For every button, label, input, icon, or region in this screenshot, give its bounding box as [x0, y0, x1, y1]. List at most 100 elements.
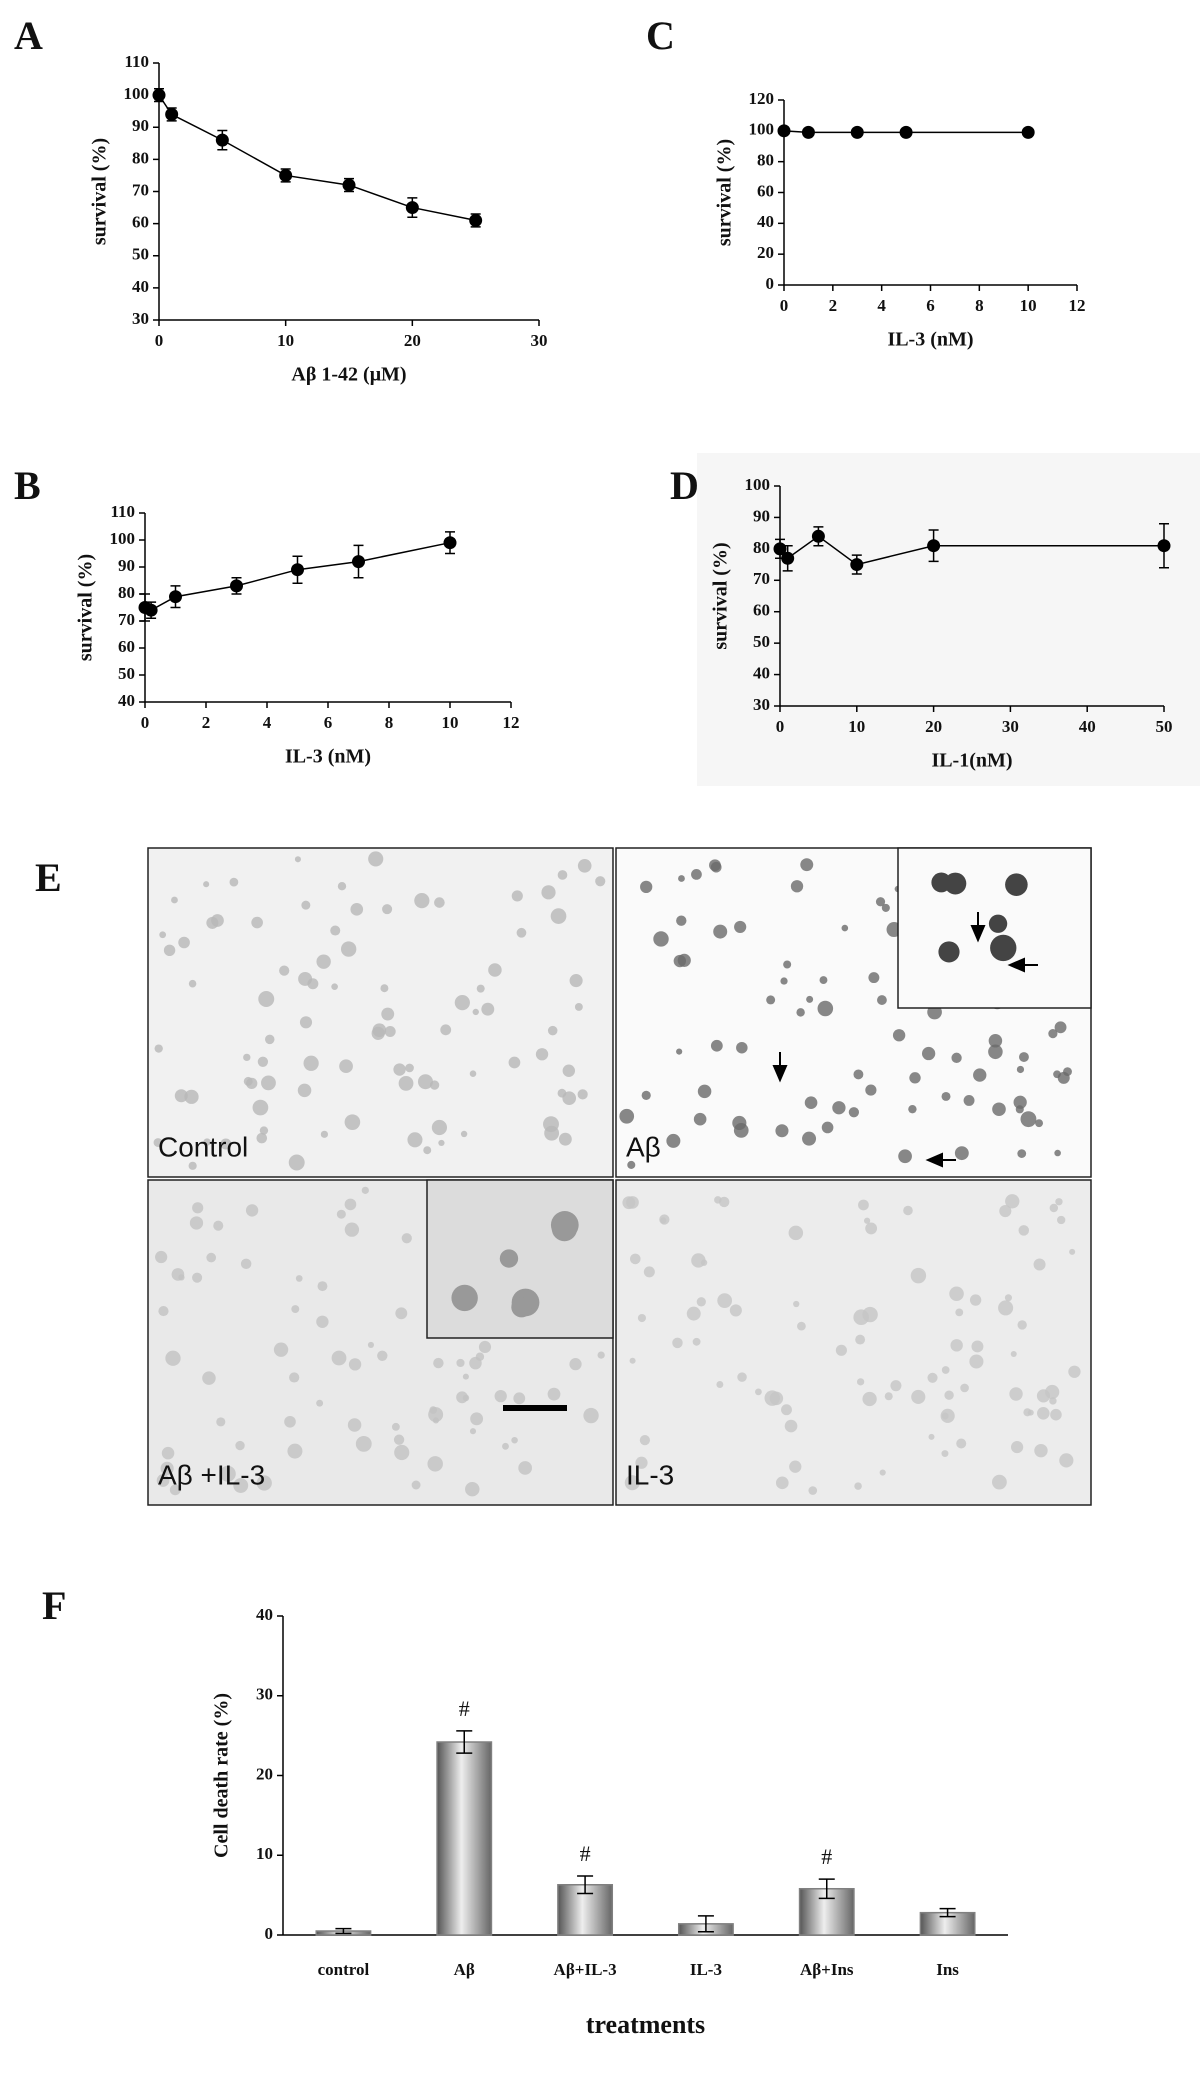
cell [1011, 1440, 1024, 1454]
cell [256, 1475, 272, 1491]
x-tick-label: control [318, 1960, 370, 1979]
data-point [469, 213, 483, 227]
data-point [230, 579, 243, 593]
cell [775, 1124, 789, 1138]
cell [394, 1444, 410, 1461]
cell [393, 1434, 405, 1445]
cell [875, 897, 886, 907]
cell [557, 870, 568, 880]
y-tick-label: 90 [132, 116, 149, 135]
x-tick-label: Ins [936, 1960, 959, 1979]
cell [691, 1253, 706, 1268]
cell [499, 1249, 519, 1268]
cell [384, 1025, 396, 1038]
y-tick-label: 80 [132, 148, 149, 167]
y-tick-label: 110 [110, 502, 135, 521]
cell [398, 1075, 414, 1091]
cell [800, 858, 814, 872]
x-tick-label: 8 [975, 296, 984, 315]
cell [892, 1029, 906, 1042]
cell [1035, 1119, 1044, 1128]
y-axis-label: survival (%) [75, 554, 97, 661]
cell [454, 994, 470, 1011]
cell [476, 984, 485, 993]
cell [478, 1340, 492, 1354]
cell [256, 1132, 268, 1144]
cell [1013, 1095, 1027, 1109]
cell [438, 1139, 445, 1147]
cell [377, 1350, 388, 1361]
cell [188, 1161, 197, 1170]
cell [595, 876, 606, 887]
cell [382, 904, 393, 915]
cell [414, 892, 430, 909]
cell [637, 1313, 646, 1323]
cell [171, 896, 178, 904]
y-tick-label: 100 [124, 84, 150, 103]
y-tick-label: 80 [757, 151, 774, 170]
x-tick-label: 12 [1069, 296, 1086, 315]
cell [775, 1476, 789, 1490]
cell [337, 882, 347, 891]
data-point [215, 133, 229, 147]
cell [1005, 873, 1028, 896]
cell [1019, 1052, 1029, 1062]
y-axis-label: Cell death rate (%) [211, 1693, 233, 1858]
data-point [777, 124, 791, 138]
cell [213, 1220, 224, 1231]
cell [848, 1107, 860, 1118]
cell [574, 1003, 583, 1011]
cell [709, 859, 721, 872]
cell [245, 1204, 259, 1217]
cell [797, 1321, 806, 1331]
y-tick-label: 100 [110, 529, 136, 548]
cell [252, 1099, 269, 1116]
cell [1016, 1065, 1025, 1074]
y-tick-label: 70 [753, 569, 770, 588]
cell [511, 1436, 518, 1444]
cell [884, 1392, 893, 1401]
cell [488, 963, 502, 977]
cell [340, 941, 357, 957]
panel-letter: C [646, 13, 675, 58]
cell [629, 1357, 636, 1364]
x-tick-label: 20 [404, 331, 421, 350]
data-point [152, 88, 166, 102]
cell [547, 1387, 561, 1401]
cell [865, 1222, 878, 1235]
cell [998, 1300, 1014, 1316]
cell [407, 1132, 423, 1148]
cell [729, 1304, 742, 1317]
cell [802, 1131, 817, 1146]
cell [950, 1339, 963, 1352]
cell [754, 1388, 762, 1396]
cell [641, 1090, 651, 1100]
cell [336, 1209, 346, 1219]
cell [890, 1380, 902, 1392]
cell [790, 880, 804, 893]
cell [541, 885, 556, 900]
cell [433, 1357, 444, 1369]
cell [969, 1294, 982, 1306]
cell [941, 1091, 951, 1101]
x-tick-label: 12 [503, 713, 520, 732]
cell [220, 1138, 232, 1150]
cell [381, 1007, 395, 1021]
cell [203, 881, 210, 888]
cell [577, 1089, 588, 1100]
cell [202, 1371, 216, 1385]
cell [1057, 1215, 1066, 1225]
significance-mark: # [821, 1844, 832, 1869]
y-tick-label: 20 [757, 243, 774, 262]
cell [819, 976, 828, 985]
cell [640, 880, 653, 894]
cell [154, 1044, 163, 1053]
cell [469, 1356, 482, 1370]
cell [879, 1469, 886, 1476]
cell [832, 1101, 846, 1115]
cell [643, 1266, 655, 1278]
cell [635, 1456, 648, 1469]
cell [865, 1084, 877, 1096]
x-tick-label: 10 [848, 717, 865, 736]
cell [969, 1354, 984, 1369]
